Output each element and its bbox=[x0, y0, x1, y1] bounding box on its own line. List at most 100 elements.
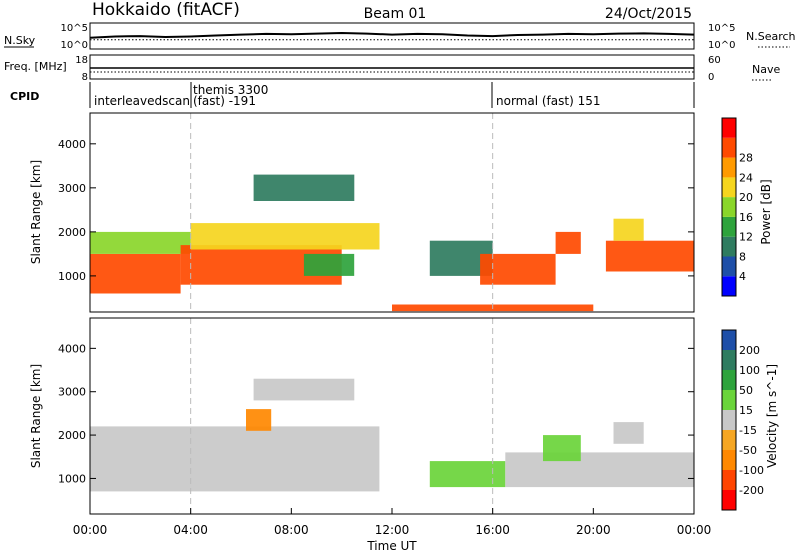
velocity-blob-4 bbox=[505, 452, 695, 488]
power-cells bbox=[90, 113, 694, 312]
power-ytick-label-1: 2000 bbox=[58, 226, 86, 239]
velocity-blob-5 bbox=[543, 435, 581, 462]
velocity-colorbar-label: Velocity [m s^-1] bbox=[765, 364, 779, 468]
power-ytick-label-3: 4000 bbox=[58, 138, 86, 151]
velocity-blob-2 bbox=[246, 409, 272, 431]
power-colorbar-swatch-0 bbox=[722, 276, 736, 296]
power-blob-8 bbox=[555, 231, 581, 254]
power-blob-7 bbox=[480, 253, 556, 285]
x-tick-label-6: 00:00 bbox=[677, 523, 712, 537]
noise-left-label: N.Sky bbox=[4, 34, 36, 47]
power-colorbar-swatch-4 bbox=[722, 197, 736, 217]
velocity-ylabel: Slant Range [km] bbox=[29, 364, 43, 468]
power-colorbar-swatch-7 bbox=[722, 137, 736, 158]
power-blob-3 bbox=[190, 223, 380, 250]
date-title: 24/Oct/2015 bbox=[605, 6, 692, 22]
frequency-right-ytick-bottom: 0 bbox=[708, 72, 714, 83]
velocity-cells bbox=[90, 318, 695, 514]
x-tick-label-5: 20:00 bbox=[576, 523, 611, 537]
site-title: Hokkaido (fitACF) bbox=[92, 0, 240, 20]
power-colorbar: 4 8 12 16 20 24 28 bbox=[721, 117, 753, 297]
power-colorbar-tick-4: 20 bbox=[739, 191, 753, 204]
power-ylabel: Slant Range [km] bbox=[29, 160, 43, 264]
power-colorbar-label: Power [dB] bbox=[759, 179, 773, 244]
frequency-left-label: Freq. [MHz] bbox=[4, 60, 67, 73]
power-colorbar-swatch-1 bbox=[722, 256, 736, 277]
velocity-colorbar-tick-2: -50 bbox=[739, 444, 757, 457]
velocity-ytick-label-1: 2000 bbox=[58, 429, 86, 442]
frequency-ytick-bottom: 8 bbox=[82, 72, 88, 83]
velocity-blob-6 bbox=[613, 422, 644, 444]
cpid-seg-2-line2: (fast) -191 bbox=[193, 94, 256, 108]
noise-ytick-top: 10^5 bbox=[61, 23, 88, 34]
noise-sky-line bbox=[89, 31, 695, 39]
power-colorbar-tick-5: 24 bbox=[739, 171, 753, 184]
noise-right-ytick-top: 10^5 bbox=[708, 23, 735, 34]
nave-label: Nave bbox=[752, 63, 780, 76]
power-blob-5 bbox=[303, 253, 355, 276]
power-axis: 1000 2000 3000 4000 bbox=[58, 138, 694, 283]
velocity-colorbar-tick-3: -15 bbox=[739, 424, 757, 437]
power-colorbar-tick-6: 28 bbox=[739, 152, 753, 165]
velocity-colorbar-tick-5: 50 bbox=[739, 384, 753, 397]
velocity-colorbar-frame bbox=[721, 329, 737, 511]
power-colorbar-swatch-5 bbox=[722, 177, 736, 198]
power-colorbar-tick-0: 4 bbox=[739, 270, 746, 283]
velocity-ytick-label-2: 3000 bbox=[58, 386, 86, 399]
power-blob-1 bbox=[90, 231, 191, 254]
velocity-blob-0 bbox=[90, 426, 380, 492]
power-colorbar-swatch-3 bbox=[722, 216, 736, 237]
x-tick-label-1: 04:00 bbox=[173, 523, 208, 537]
x-axis: 00:00 04:00 08:00 12:00 16:00 20:00 00:00 bbox=[73, 508, 712, 537]
x-tick-label-3: 12:00 bbox=[375, 523, 410, 537]
velocity-colorbar-swatch-6 bbox=[722, 370, 736, 390]
velocity-ytick-label-3: 4000 bbox=[58, 342, 86, 355]
velocity-colorbar-tick-6: 100 bbox=[739, 364, 760, 377]
noise-series bbox=[89, 31, 695, 41]
power-blob-10 bbox=[613, 218, 644, 241]
velocity-colorbar-swatch-3 bbox=[722, 430, 736, 450]
velocity-blob-1 bbox=[253, 378, 355, 401]
power-colorbar-swatch-6 bbox=[722, 157, 736, 178]
power-colorbar-swatch-2 bbox=[722, 236, 736, 257]
x-tick-label-2: 08:00 bbox=[274, 523, 309, 537]
frequency-panel-frame bbox=[89, 54, 695, 80]
power-blob-9 bbox=[605, 240, 694, 272]
power-colorbar-tick-1: 8 bbox=[739, 250, 746, 263]
noise-right-label: N.Search bbox=[746, 30, 796, 43]
x-axis-label: Time UT bbox=[366, 539, 417, 553]
velocity-colorbar-swatch-2 bbox=[722, 450, 736, 470]
velocity-colorbar-tick-7: 200 bbox=[739, 344, 760, 357]
velocity-colorbar-tick-4: 15 bbox=[739, 404, 753, 417]
power-ytick-label-0: 1000 bbox=[58, 270, 86, 283]
velocity-colorbar-tick-1: -100 bbox=[739, 464, 764, 477]
noise-ytick-bottom: 10^0 bbox=[61, 40, 88, 51]
velocity-colorbar-swatch-5 bbox=[722, 390, 736, 410]
x-tick-label-0: 00:00 bbox=[73, 523, 108, 537]
velocity-axis: 1000 2000 3000 4000 bbox=[58, 342, 694, 485]
x-tick-label-4: 16:00 bbox=[475, 523, 510, 537]
velocity-colorbar-swatch-1 bbox=[722, 470, 736, 490]
power-blob-0 bbox=[90, 253, 181, 294]
power-colorbar-swatch-8 bbox=[722, 118, 736, 138]
power-panel-frame bbox=[89, 112, 695, 313]
velocity-colorbar-swatch-7 bbox=[722, 350, 736, 370]
power-colorbar-frame bbox=[721, 117, 737, 297]
cpid-seg-1: interleavedscan bbox=[94, 94, 190, 108]
power-ytick-label-2: 3000 bbox=[58, 182, 86, 195]
power-colorbar-tick-3: 16 bbox=[739, 211, 753, 224]
velocity-colorbar-tick-0: -200 bbox=[739, 484, 764, 497]
velocity-colorbar: -200 -100 -50 -15 15 50 100 200 bbox=[721, 329, 764, 511]
frequency-right-ytick-top: 60 bbox=[708, 55, 721, 66]
velocity-blob-3 bbox=[429, 461, 506, 488]
cpid-label: CPID bbox=[10, 90, 39, 103]
cpid-seg-2-line1: themis 3300 bbox=[193, 83, 268, 97]
velocity-colorbar-swatch-8 bbox=[722, 330, 736, 350]
velocity-colorbar-swatch-4 bbox=[722, 410, 736, 430]
velocity-ytick-label-0: 1000 bbox=[58, 472, 86, 485]
cpid-seg-3: normal (fast) 151 bbox=[496, 94, 600, 108]
noise-right-ytick-bottom: 10^0 bbox=[708, 40, 735, 51]
noise-panel-frame bbox=[89, 22, 695, 50]
beam-title: Beam 01 bbox=[364, 6, 427, 22]
